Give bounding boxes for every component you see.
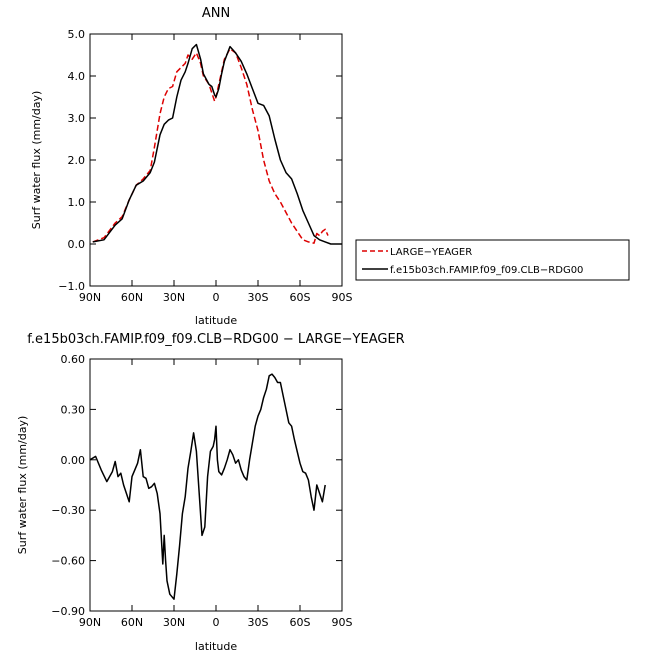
top-series-line-0 [92,47,329,244]
bottom-x-tick-label: 30N [163,616,185,629]
top-y-tick-label: −1.0 [58,280,85,293]
bottom-x-tick-label: 60S [290,616,311,629]
top-y-tick-label: 4.0 [68,70,86,83]
top-y-tick-label: 5.0 [68,28,86,41]
top-chart: ANN 90N 60N 30N 0 30S 60S 90S −1.0 0.0 1.0 2.0 3.0 4… [30,6,353,327]
bottom-x-tick-label: 60N [121,616,143,629]
top-x-tick-label: 30N [163,291,185,304]
bottom-chart-title: f.e15b03ch.FAMIP.f09_f09.CLB−RDG00 − LAR… [27,332,404,347]
top-x-tick-label: 0 [213,291,220,304]
bottom-y-tick-label: −0.60 [51,555,85,568]
bottom-y-tick-label: 0.30 [61,403,86,416]
top-y-tick-label: 1.0 [68,196,86,209]
legend-box [355,239,630,281]
bottom-chart: f.e15b03ch.FAMIP.f09_f09.CLB−RDG00 − LAR… [16,332,405,653]
bottom-series-line-0 [89,373,326,600]
bottom-y-tick-label: 0.60 [61,353,86,366]
legend-label-large-yeager: LARGE−YEAGER [390,247,472,258]
bottom-y-tick-label: 0.00 [61,454,86,467]
top-x-tick-label: 30S [248,291,269,304]
legend-label-model: f.e15b03ch.FAMIP.f09_f09.CLB−RDG00 [390,265,583,276]
top-series-line-1 [92,43,342,245]
bottom-x-tick-label: 90N [79,616,101,629]
top-x-tick-label: 90S [332,291,353,304]
top-plot-frame [89,33,343,287]
top-x-axis-label: latitude [195,314,237,327]
top-x-tick-label: 60N [121,291,143,304]
bottom-x-tick-label: 90S [332,616,353,629]
top-y-tick-label: 3.0 [68,112,86,125]
top-x-tick-label: 90N [79,291,101,304]
top-x-tick-label: 60S [290,291,311,304]
bottom-y-axis-label: Surf water flux (mm/day) [16,416,29,555]
bottom-x-tick-label: 30S [248,616,269,629]
top-y-tick-label: 2.0 [68,154,86,167]
top-y-axis-label: Surf water flux (mm/day) [30,91,43,230]
bottom-y-tick-label: −0.30 [51,504,85,517]
bottom-y-tick-label: −0.90 [51,605,85,618]
bottom-plot-frame [89,358,343,612]
bottom-x-axis-label: latitude [195,640,237,653]
legend: LARGE−YEAGER f.e15b03ch.FAMIP.f09_f09.CL… [355,239,630,281]
bottom-x-tick-label: 0 [213,616,220,629]
top-y-tick-label: 0.0 [68,238,86,251]
top-chart-title: ANN [202,6,230,21]
